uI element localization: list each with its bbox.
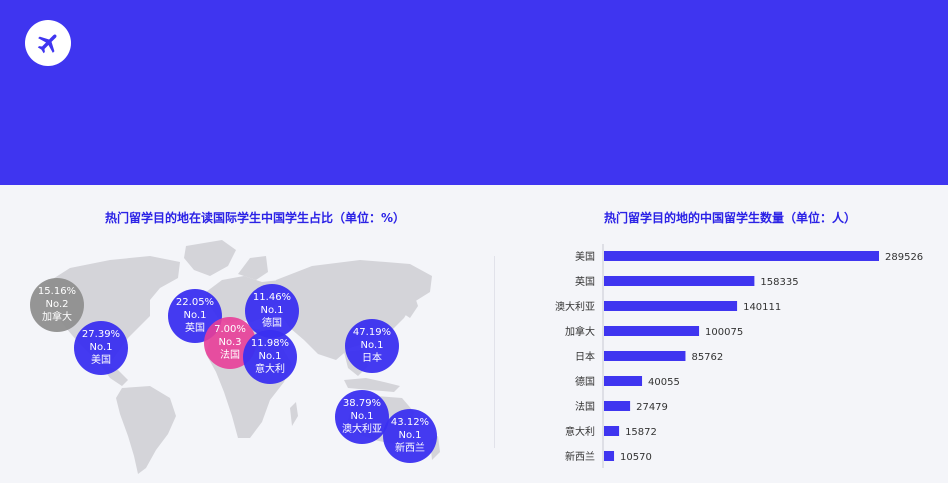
bubble-percent: 38.79% xyxy=(343,398,381,409)
bar-value-label: 27479 xyxy=(636,402,668,413)
bubble-percent: 15.16% xyxy=(38,286,76,297)
bubble-circle xyxy=(74,321,128,375)
bubble-percent: 7.00% xyxy=(214,324,246,335)
bubble-rank: No.1 xyxy=(259,351,282,362)
bubble-3: 11.46% No.1德国 xyxy=(245,284,299,338)
bubble-percent: 43.12% xyxy=(391,417,429,428)
bubble-country: 新西兰 xyxy=(395,441,425,454)
bubble-circle xyxy=(245,284,299,338)
bar-category-label: 德国 xyxy=(575,375,595,388)
bubble-circle xyxy=(30,278,84,332)
bar xyxy=(604,326,700,336)
bubble-percent: 22.05% xyxy=(176,297,214,308)
bubble-6: 47.19% No.1日本 xyxy=(345,319,399,373)
bubble-circle xyxy=(335,390,389,444)
bubble-rank: No.1 xyxy=(361,340,384,351)
bubble-rank: No.1 xyxy=(399,430,422,441)
bar-category-label: 法国 xyxy=(575,400,595,413)
bar-value-label: 140111 xyxy=(743,302,781,313)
bar-category-label: 澳大利亚 xyxy=(555,300,595,313)
bubble-country: 美国 xyxy=(91,353,111,366)
bar-value-label: 40055 xyxy=(648,377,680,388)
bubble-circle xyxy=(345,319,399,373)
bubble-rank: No.1 xyxy=(90,342,113,353)
bar-chart: 美国 289526 英国 158335 澳大利亚 140111 加拿大 100075 日本 857… xyxy=(555,244,923,468)
bar xyxy=(604,451,615,461)
bar-category-label: 加拿大 xyxy=(565,325,595,338)
map-chart-title: 热门留学目的地在读国际学生中国学生占比（单位：%） xyxy=(104,211,406,225)
bubble-percent: 27.39% xyxy=(82,329,120,340)
bubble-percent: 47.19% xyxy=(353,327,391,338)
bar-category-label: 英国 xyxy=(575,275,595,288)
bubble-country: 法国 xyxy=(220,348,240,361)
bubble-layer: 15.16%No.2加拿大27.39%No.1美国22.05%No.1英国11.… xyxy=(30,278,437,463)
bar-category-label: 意大利 xyxy=(565,425,595,438)
bar-chart-title: 热门留学目的地的中国留学生数量（单位：人） xyxy=(603,211,856,225)
bubble-4: 7.00% No.3法国 xyxy=(204,317,256,369)
bar-value-label: 158335 xyxy=(760,277,798,288)
header-banner xyxy=(0,0,948,185)
bubble-country: 加拿大 xyxy=(42,310,72,323)
bar xyxy=(604,301,738,311)
bubble-country: 德国 xyxy=(262,316,282,329)
bar-value-label: 85762 xyxy=(691,352,723,363)
bar xyxy=(604,426,620,436)
bar xyxy=(604,376,643,386)
bar-value-label: 15872 xyxy=(625,427,657,438)
bubble-rank: No.2 xyxy=(46,299,69,310)
bar-value-label: 100075 xyxy=(705,327,743,338)
bar xyxy=(604,276,755,286)
bubble-rank: No.1 xyxy=(184,310,207,321)
bar-value-label: 289526 xyxy=(885,252,923,263)
logo-badge xyxy=(25,20,71,66)
bubble-percent: 11.46% xyxy=(253,292,291,303)
bar xyxy=(604,251,879,261)
bubble-country: 日本 xyxy=(362,351,382,364)
bubble-map-chart: 15.16%No.2加拿大27.39%No.1美国22.05%No.1英国11.… xyxy=(30,240,440,474)
bubble-circle xyxy=(243,330,297,384)
bar xyxy=(604,401,631,411)
bar-category-label: 日本 xyxy=(575,350,595,363)
bubble-1: 27.39% No.1美国 xyxy=(74,321,128,375)
bubble-country: 意大利 xyxy=(255,362,285,375)
bubble-circle xyxy=(383,409,437,463)
bubble-rank: No.1 xyxy=(261,305,284,316)
section-divider xyxy=(494,256,495,448)
bar-category-label: 新西兰 xyxy=(565,450,595,463)
bar xyxy=(604,351,686,361)
bar-value-label: 10570 xyxy=(620,452,652,463)
bubble-rank: No.3 xyxy=(219,337,242,348)
bar-category-label: 美国 xyxy=(575,250,595,263)
bubble-country: 英国 xyxy=(185,321,205,334)
airplane-icon xyxy=(37,34,57,54)
bubble-rank: No.1 xyxy=(351,411,374,422)
bubble-percent: 11.98% xyxy=(251,338,289,349)
bubble-country: 澳大利亚 xyxy=(342,422,382,435)
bubble-circle xyxy=(204,317,256,369)
